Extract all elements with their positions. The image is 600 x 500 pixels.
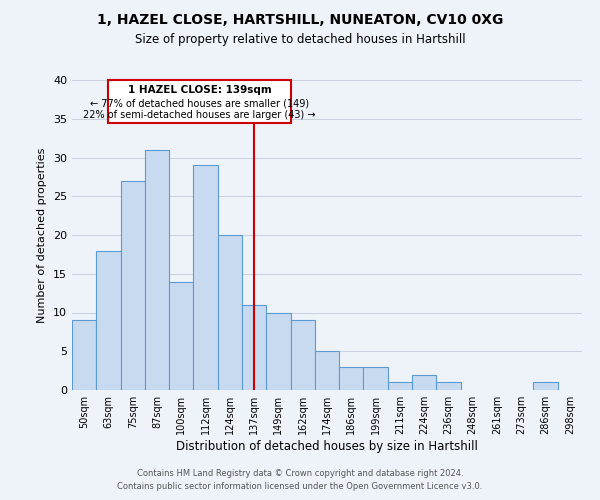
Bar	[388, 382, 412, 390]
Bar	[339, 367, 364, 390]
Bar	[290, 320, 315, 390]
Text: Contains public sector information licensed under the Open Government Licence v3: Contains public sector information licen…	[118, 482, 482, 491]
Text: 1 HAZEL CLOSE: 139sqm: 1 HAZEL CLOSE: 139sqm	[128, 85, 271, 95]
Bar	[266, 312, 290, 390]
Bar	[412, 374, 436, 390]
Bar	[218, 235, 242, 390]
FancyBboxPatch shape	[109, 80, 290, 122]
Bar	[315, 351, 339, 390]
Bar	[436, 382, 461, 390]
Bar	[533, 382, 558, 390]
X-axis label: Distribution of detached houses by size in Hartshill: Distribution of detached houses by size …	[176, 440, 478, 453]
Bar	[72, 320, 96, 390]
Bar	[96, 250, 121, 390]
Bar	[242, 304, 266, 390]
Text: Contains HM Land Registry data © Crown copyright and database right 2024.: Contains HM Land Registry data © Crown c…	[137, 468, 463, 477]
Text: ← 77% of detached houses are smaller (149): ← 77% of detached houses are smaller (14…	[90, 98, 309, 108]
Bar	[145, 150, 169, 390]
Y-axis label: Number of detached properties: Number of detached properties	[37, 148, 47, 322]
Bar	[169, 282, 193, 390]
Bar	[121, 180, 145, 390]
Text: Size of property relative to detached houses in Hartshill: Size of property relative to detached ho…	[134, 32, 466, 46]
Text: 22% of semi-detached houses are larger (43) →: 22% of semi-detached houses are larger (…	[83, 110, 316, 120]
Bar	[193, 165, 218, 390]
Bar	[364, 367, 388, 390]
Text: 1, HAZEL CLOSE, HARTSHILL, NUNEATON, CV10 0XG: 1, HAZEL CLOSE, HARTSHILL, NUNEATON, CV1…	[97, 12, 503, 26]
